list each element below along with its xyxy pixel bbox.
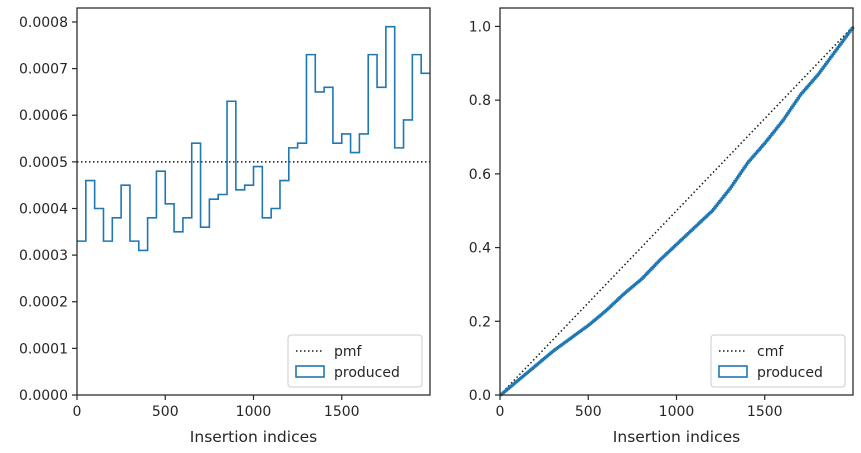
legend-label-cmf: cmf [757,344,784,360]
legend-swatch-produced [718,365,748,378]
legend-frame [287,334,423,388]
y-tick-label: 0.0002 [19,295,68,311]
x-tick-label: 500 [575,404,602,420]
legend-label-produced: produced [757,365,823,381]
y-tick-label: 1.0 [469,19,491,35]
y-tick-label: 0.8 [469,93,491,109]
y-tick-label: 0.0003 [19,248,68,264]
legend: cmf produced [710,334,846,388]
legend-frame [710,334,846,388]
series-produced-step [77,25,430,252]
legend-label-pmf: pmf [334,344,363,360]
y-tick-label: 0.0007 [19,62,68,78]
x-tick-label: 1500 [324,404,360,420]
y-tick-label: 0.4 [469,241,491,257]
y-tick-label: 0.0008 [19,15,68,31]
y-tick-label: 0.0001 [19,341,68,357]
x-tick-label: 500 [152,404,179,420]
x-tick-label: 1500 [747,404,783,420]
x-axis-label: Insertion indices [613,428,740,446]
y-tick-label: 0.0005 [19,155,68,171]
legend-label-produced: produced [334,365,400,381]
legend: pmf produced [287,334,423,388]
x-tick-label: 1000 [659,404,695,420]
y-tick-label: 0.0004 [19,201,68,217]
y-tick-label: 0.0006 [19,108,68,124]
left-chart-pmf-histogram: 0 500 1000 1500 0.0000 0.0001 0.0002 0.0003 0.00… [19,7,431,446]
y-tick-label: 0.2 [469,314,491,330]
y-tick-label: 0.0 [469,388,491,404]
x-axis-label: Insertion indices [190,428,317,446]
y-tick-label: 0.6 [469,167,491,183]
right-chart-cmf-line: 0 500 1000 1500 0.0 0.2 0.4 0.6 0.8 1.0 Insertion … [469,7,855,446]
x-tick-label: 1000 [236,404,272,420]
x-tick-label: 0 [73,404,82,420]
x-tick-label: 0 [496,404,505,420]
y-tick-label: 0.0000 [19,388,68,404]
legend-swatch-produced [295,365,325,378]
series-produced-curve [500,26,855,397]
reference-line-cmf [499,25,854,396]
